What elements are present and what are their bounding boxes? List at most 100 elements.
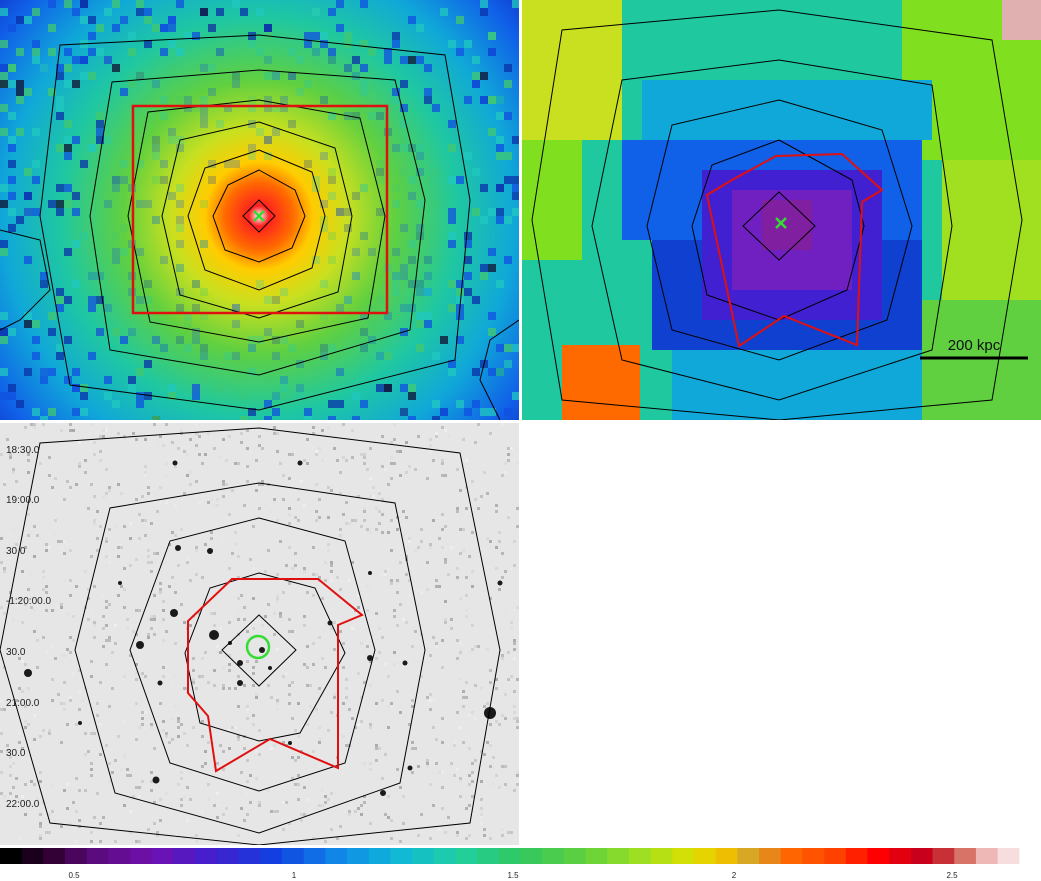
optical-pixel [366,645,369,648]
optical-pixel [318,687,321,690]
optical-pixel [108,705,111,708]
optical-pixel [411,747,414,750]
colorbar-cell [889,848,912,864]
xray-pixel [144,360,152,368]
xray-pixel [416,200,424,208]
optical-pixel [153,822,156,825]
optical-pixel [30,531,33,534]
optical-pixel [204,762,207,765]
xray-pixel [160,48,168,56]
colorbar-cell [477,848,500,864]
xray-pixel [336,208,344,216]
optical-pixel [93,453,96,456]
optical-pixel [342,456,345,459]
optical-pixel [216,504,219,507]
xray-pixel [424,96,432,104]
xray-pixel [152,216,160,224]
optical-pixel [318,636,321,639]
optical-pixel [105,624,108,627]
colorbar-cell [433,848,457,864]
optical-pixel [60,477,63,480]
xray-pixel [336,0,344,8]
center-cross-marker [775,217,787,229]
optical-pixel [384,753,387,756]
optical-pixel [288,507,291,510]
optical-pixel [93,486,96,489]
optical-pixel [171,738,174,741]
optical-pixel [0,750,3,753]
xray-pixel [272,104,280,112]
xray-pixel [320,32,328,40]
optical-pixel [441,639,444,642]
xray-pixel [80,56,88,64]
optical-pixel [462,528,465,531]
optical-pixel [471,609,474,612]
colorbar-area: 0.5 1 1.5 2 2.5 [0,846,1041,881]
optical-pixel [345,459,348,462]
xray-pixel [144,328,152,336]
optical-pixel [213,624,216,627]
optical-pixel [318,804,321,807]
optical-pixel [351,456,354,459]
xray-pixel [8,24,16,32]
xray-pixel [56,112,64,120]
optical-pixel [471,711,474,714]
optical-pixel [243,747,246,750]
optical-pixel [0,453,3,456]
optical-pixel [201,462,204,465]
optical-pixel [168,615,171,618]
xray-pixel [376,384,384,392]
optical-pixel [489,744,492,747]
optical-pixel [3,483,6,486]
xray-pixel [248,32,256,40]
optical-pixel [105,468,108,471]
xray-pixel [88,16,96,24]
optical-pixel [180,804,183,807]
optical-pixel [45,831,48,834]
optical-pixel [237,705,240,708]
optical-pixel [483,828,486,831]
optical-pixel [99,525,102,528]
optical-pixel [363,681,366,684]
optical-pixel [321,789,324,792]
xray-pixel [152,80,160,88]
dec-label: 19:00.0 [6,495,40,506]
optical-pixel [66,480,69,483]
optical-pixel [420,540,423,543]
optical-pixel [24,813,27,816]
xray-pixel [208,24,216,32]
temperature-bins [522,0,1041,420]
xray-pixel [168,40,176,48]
optical-pixel [234,441,237,444]
optical-pixel [498,540,501,543]
optical-pixel [39,735,42,738]
xray-pixel [488,208,496,216]
optical-pixel [96,702,99,705]
xray-pixel [352,272,360,280]
optical-pixel [195,432,198,435]
optical-pixel [435,558,438,561]
optical-pixel [216,816,219,819]
xray-pixel [16,88,24,96]
optical-pixel [333,621,336,624]
optical-pixel [228,621,231,624]
optical-pixel [450,627,453,630]
optical-pixel [123,729,126,732]
optical-pixel [33,630,36,633]
xray-pixel [96,120,104,128]
xray-pixel [408,16,416,24]
xray-pixel [392,96,400,104]
optical-pixel [330,711,333,714]
xray-pixel [512,192,519,200]
optical-pixel [177,564,180,567]
optical-pixel [105,540,108,543]
xray-pixel [200,352,208,360]
colorbar-cell [455,848,478,864]
xray-pixel [152,24,160,32]
optical-pixel [327,426,330,429]
optical-pixel [33,423,36,426]
xray-pixel [496,112,504,120]
optical-pixel [186,561,189,564]
optical-pixel [411,771,414,774]
xray-pixel [352,72,360,80]
